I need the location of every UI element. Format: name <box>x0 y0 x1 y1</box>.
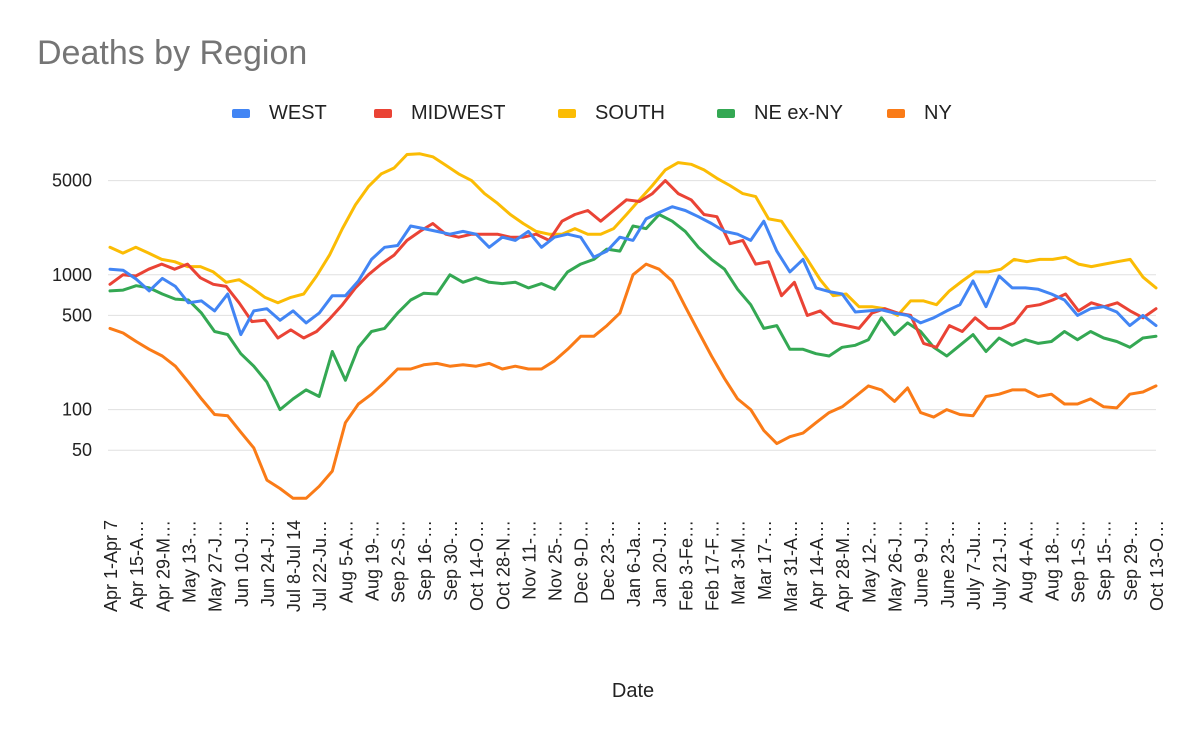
legend-label: NE ex-NY <box>754 101 843 124</box>
legend-label: MIDWEST <box>411 101 506 124</box>
x-tick-label: Jun 24-J… <box>258 520 278 607</box>
legend-swatch <box>717 108 735 118</box>
gridlines <box>108 180 1156 451</box>
x-tick-label: Aug 18-… <box>1042 520 1062 601</box>
x-tick-label: Apr 14-A… <box>807 520 827 609</box>
x-tick-label: June 9-J… <box>912 520 932 607</box>
legend-swatch <box>887 108 905 118</box>
x-tick-label: Aug 5-A… <box>336 520 356 603</box>
x-tick-label: Oct 13-O… <box>1147 520 1167 611</box>
x-axis-ticks: Apr 1-Apr 7 Apr 15-A… Apr 29-M… May 13-… May… <box>101 520 1167 612</box>
series-line-ne-ex-ny <box>108 213 1158 412</box>
x-tick-label: Jan 20-J… <box>650 520 670 607</box>
x-tick-label: Sep 16-… <box>415 520 435 601</box>
x-tick-label: Aug 4-A… <box>1016 520 1036 603</box>
x-tick-label: Dec 9-D… <box>572 520 592 604</box>
x-axis-title: Date <box>612 680 654 702</box>
legend-label: SOUTH <box>595 101 665 124</box>
x-tick-label: Feb 17-F… <box>702 520 722 611</box>
chart-title: Deaths by Region <box>37 34 308 72</box>
legend-item: SOUTH <box>558 98 665 128</box>
x-tick-label: Dec 23-… <box>598 520 618 601</box>
x-tick-label: Sep 2-S… <box>389 520 409 603</box>
y-tick-label: 100 <box>62 400 92 420</box>
series-line-ny <box>108 262 1158 500</box>
series-lines <box>108 152 1158 500</box>
legend-label: WEST <box>269 101 327 124</box>
x-tick-label: Mar 17-… <box>755 520 775 600</box>
x-tick-label: June 23-… <box>938 520 958 608</box>
legend: WEST MIDWEST SOUTH NE ex-NY NY <box>0 98 1200 128</box>
legend-item: NE ex-NY <box>717 98 843 128</box>
x-tick-label: Apr 29-M… <box>153 520 173 612</box>
x-tick-label: Jul 22-Ju… <box>310 520 330 611</box>
series-line-midwest <box>108 179 1158 349</box>
x-tick-label: May 27-J… <box>206 520 226 612</box>
x-tick-label: May 26-J… <box>886 520 906 612</box>
x-tick-label: Sep 29-… <box>1121 520 1141 601</box>
x-tick-label: Nov 11-… <box>519 520 539 600</box>
x-tick-label: July 21-J… <box>990 520 1010 610</box>
x-tick-label: Jan 6-Ja… <box>624 520 644 607</box>
legend-item: NY <box>887 98 952 128</box>
legend-swatch <box>374 108 392 118</box>
x-tick-label: Nov 25-… <box>546 520 566 601</box>
series-line-south <box>108 152 1158 317</box>
x-tick-label: Oct 28-N… <box>493 520 513 610</box>
x-tick-label: Feb 3-Fe… <box>676 520 696 611</box>
x-tick-label: Sep 15-… <box>1095 520 1115 601</box>
legend-item: WEST <box>232 98 327 128</box>
legend-swatch <box>558 108 576 118</box>
y-tick-label: 500 <box>62 305 92 325</box>
x-tick-label: Mar 3-M… <box>729 520 749 605</box>
x-tick-label: Apr 15-A… <box>127 520 147 609</box>
x-tick-label: Jul 8-Jul 14 <box>284 520 304 612</box>
legend-swatch <box>232 108 250 118</box>
x-tick-label: Sep 1-S… <box>1069 520 1089 603</box>
legend-item: MIDWEST <box>374 98 505 128</box>
y-tick-label: 5000 <box>52 171 92 191</box>
legend-label: NY <box>924 101 952 124</box>
series-line-west <box>108 205 1158 337</box>
x-tick-label: Sep 30-… <box>441 520 461 601</box>
x-tick-label: Apr 28-M… <box>833 520 853 612</box>
y-axis-ticks: 50 100 500 1000 5000 <box>52 171 92 461</box>
y-tick-label: 50 <box>72 440 92 460</box>
x-tick-label: Apr 1-Apr 7 <box>101 520 121 612</box>
y-tick-label: 1000 <box>52 265 92 285</box>
x-tick-label: Oct 14-O… <box>467 520 487 611</box>
x-tick-label: Mar 31-A… <box>781 520 801 612</box>
x-tick-label: Aug 19-… <box>363 520 383 601</box>
x-tick-label: July 7-Ju… <box>964 520 984 610</box>
x-tick-label: May 12-… <box>859 520 879 603</box>
x-tick-label: May 13-… <box>179 520 199 603</box>
x-tick-label: Jun 10-J… <box>232 520 252 607</box>
